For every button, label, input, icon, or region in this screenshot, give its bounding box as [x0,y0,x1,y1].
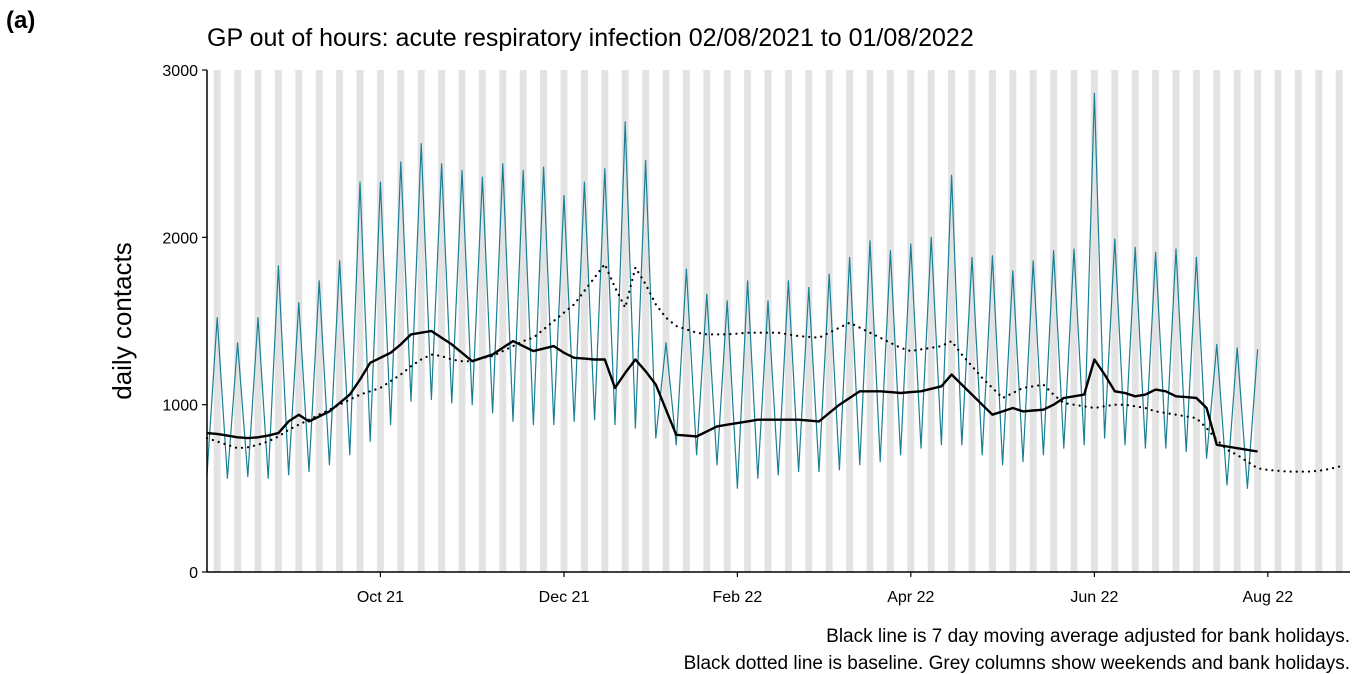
weekend-column [478,70,486,572]
weekend-column [662,70,670,572]
y-tick-label: 3000 [162,63,198,80]
weekend-column [621,70,629,572]
weekend-column [968,70,976,572]
note: Black dotted line is baseline. Grey colu… [684,653,1350,674]
weekend-column [234,70,242,572]
weekend-column [825,70,833,572]
weekend-column [1009,70,1017,572]
weekend-column [1274,70,1282,572]
weekend-column [519,70,527,572]
series-line [206,329,1258,453]
weekend-column [682,70,690,572]
weekend-column [295,70,303,572]
x-tick-label: Apr 22 [887,589,934,606]
weekend-column [723,70,731,572]
weekend-column [1294,70,1302,572]
weekend-column [499,70,507,572]
note: Black line is 7 day moving average adjus… [826,626,1350,647]
y-tick-label: 0 [189,565,198,582]
weekend-column [1335,70,1343,572]
weekend-column [1111,70,1119,572]
weekend-column [458,70,466,572]
weekend-columns [213,70,1343,572]
weekend-column [601,70,609,572]
weekend-column [376,70,384,572]
weekend-column [1090,70,1098,572]
weekend-column [580,70,588,572]
weekend-column [1029,70,1037,572]
y-tick-label: 2000 [162,230,198,247]
weekend-column [1213,70,1221,572]
x-tick-label: Dec 21 [539,589,590,606]
weekend-column [336,70,344,572]
y-axis-label: daily contacts [107,242,137,400]
weekend-column [438,70,446,572]
weekend-column [744,70,752,572]
weekend-column [540,70,548,572]
weekend-column [948,70,956,572]
x-tick-label: Aug 22 [1242,589,1293,606]
baseline-line [205,263,1341,473]
weekend-column [1131,70,1139,572]
weekend-column [886,70,894,572]
weekend-column [315,70,323,572]
weekend-column [846,70,854,572]
x-tick-label: Feb 22 [712,589,762,606]
weekend-column [397,70,405,572]
weekend-column [560,70,568,572]
weekend-column [866,70,874,572]
weekend-column [1172,70,1180,572]
weekend-column [784,70,792,572]
weekend-column [1254,70,1262,572]
y-tick-label: 1000 [162,398,198,415]
weekend-column [805,70,813,572]
weekend-column [1050,70,1058,572]
weekend-column [1192,70,1200,572]
series-line [206,92,1259,489]
weekend-column [356,70,364,572]
weekend-column [274,70,282,572]
weekend-column [642,70,650,572]
chart-title: GP out of hours: acute respiratory infec… [207,24,974,52]
weekend-column [703,70,711,572]
weekend-column [1233,70,1241,572]
weekend-column [907,70,915,572]
weekend-column [417,70,425,572]
weekend-column [1070,70,1078,572]
panel-label: (a) [6,7,35,34]
weekend-column [927,70,935,572]
plot-area [205,92,1341,489]
x-tick-label: Jun 22 [1070,589,1118,606]
weekend-column [1152,70,1160,572]
x-tick-label: Oct 21 [357,589,404,606]
weekend-column [988,70,996,572]
weekend-column [1315,70,1323,572]
weekend-column [764,70,772,572]
